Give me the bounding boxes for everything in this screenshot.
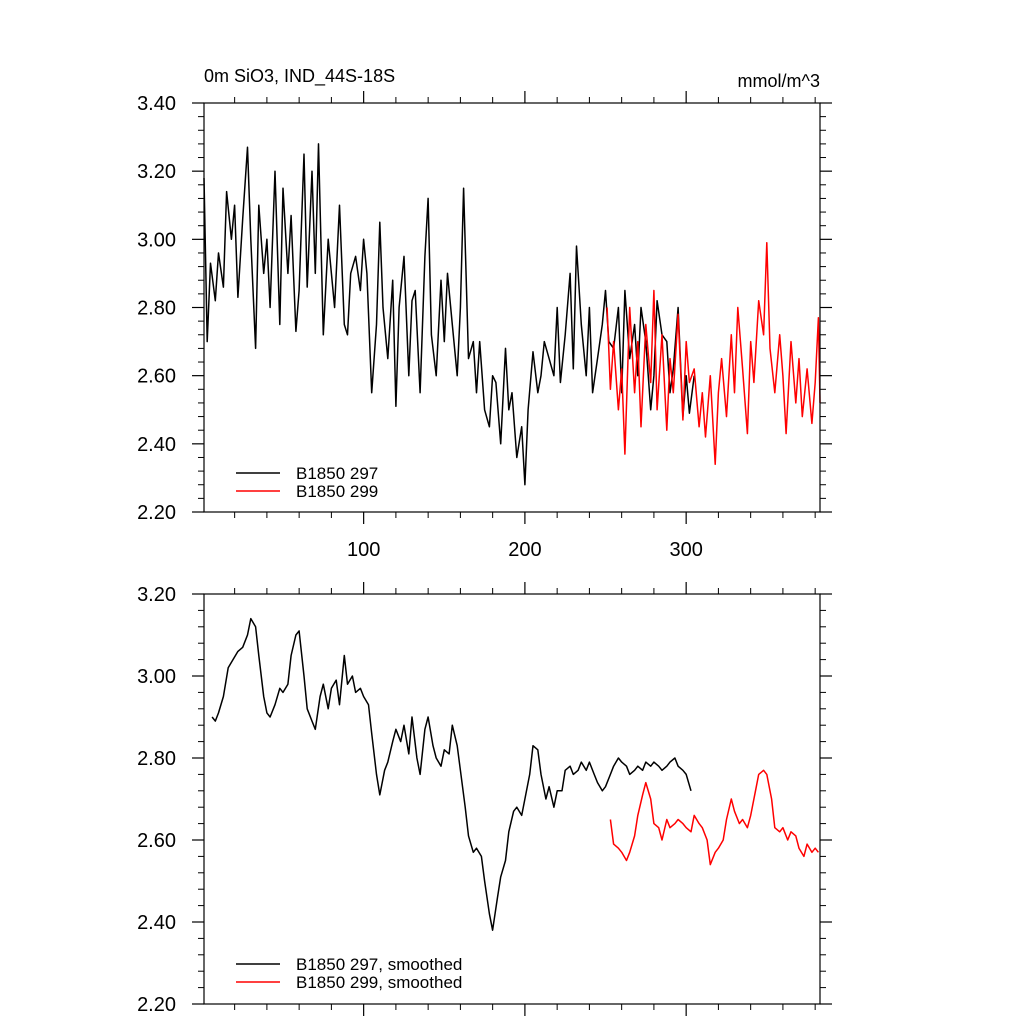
legend-label-297: B1850 297	[296, 464, 378, 483]
top-ytick-label: 3.20	[137, 161, 176, 183]
top-xtick-label: 100	[347, 539, 380, 561]
top-ytick-label: 2.40	[137, 434, 176, 456]
top-xtick-label: 200	[508, 539, 541, 561]
top-xtick-label: 300	[669, 539, 702, 561]
bottom-series-line-299	[609, 769, 819, 866]
bottom-series-line-297	[211, 617, 692, 931]
legend-label-297-smoothed: B1850 297, smoothed	[296, 955, 462, 974]
bottom-ytick-label: 2.40	[137, 912, 176, 934]
legend-label-299: B1850 299	[296, 482, 378, 501]
top-ytick-label: 3.40	[137, 93, 176, 115]
top-plot-frame	[203, 102, 821, 513]
top-series-line-297	[203, 143, 695, 486]
legend-label-299-smoothed: B1850 299, smoothed	[296, 973, 462, 992]
top-ytick-label: 2.20	[137, 502, 176, 524]
bottom-ytick-label: 2.80	[137, 748, 176, 770]
units-label: mmol/m^3	[738, 71, 820, 91]
bottom-ytick-label: 2.60	[137, 830, 176, 852]
top-ytick-label: 3.00	[137, 229, 176, 251]
top-ytick-label: 2.80	[137, 298, 176, 320]
bottom-ytick-label: 2.20	[137, 994, 176, 1016]
bottom-ytick-label: 3.20	[137, 584, 176, 606]
top-panel: 0m SiO3, IND_44S-18S mmol/m^3 2.20 2.40 2.…	[137, 66, 832, 561]
bottom-panel: 2.20 2.40 2.60 2.80 3.00 3.20 B1850 297, smoo…	[137, 582, 832, 1016]
bottom-legend: B1850 297, smoothed B1850 299, smoothed	[236, 955, 462, 992]
bottom-plot-frame	[203, 593, 821, 1005]
chart-title: 0m SiO3, IND_44S-18S	[204, 66, 395, 87]
bottom-ytick-label: 3.00	[137, 666, 176, 688]
top-series-line-299	[606, 241, 821, 466]
top-ytick-label: 2.60	[137, 366, 176, 388]
top-legend: B1850 297 B1850 299	[236, 464, 378, 501]
